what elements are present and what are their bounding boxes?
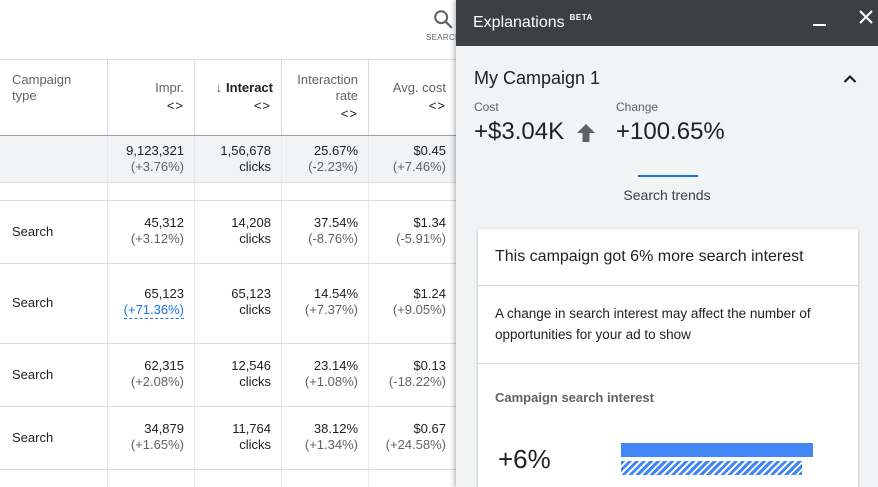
cost-value: +$3.04K xyxy=(474,118,565,145)
tab-search-trends[interactable]: Search trends xyxy=(456,168,878,218)
row-impr-value: 62,315 xyxy=(144,358,184,373)
row-cost-change: (-18.22%) xyxy=(388,374,446,389)
row-interactions-value: 12,546 xyxy=(231,358,271,373)
row-rate-value: 23.14% xyxy=(313,358,358,373)
row-rate-change: (+7.37%) xyxy=(304,302,358,317)
row-impr-value: 34,879 xyxy=(144,421,184,436)
header-interaction-rate[interactable]: Interaction rate <> xyxy=(281,60,368,135)
row-impr-change: (+3.12%) xyxy=(130,231,184,246)
total-rate-value: 25.67% xyxy=(313,143,358,158)
panel-header: Explanations BETA xyxy=(456,0,878,46)
chevron-up-icon[interactable] xyxy=(843,71,857,89)
header-rate-line1: Interaction xyxy=(297,72,358,87)
campaign-table-area: SEARCH Campaign type Impr. <> ↓Interact … xyxy=(0,8,456,487)
search-tool[interactable]: SEARCH xyxy=(426,8,456,42)
divider xyxy=(478,363,858,364)
sort-icon[interactable]: <> xyxy=(253,98,271,113)
table-bottom-strip xyxy=(0,470,456,487)
table-row[interactable]: Search 45,312 (+3.12%) 14,208 clicks 37.… xyxy=(0,201,456,264)
row-rate-change: (+1.34%) xyxy=(304,437,358,452)
header-impr-label: Impr. xyxy=(155,80,184,95)
campaign-name: My Campaign 1 xyxy=(474,68,601,88)
table-row[interactable]: Search 62,315 (+2.08%) 12,546 clicks 23.… xyxy=(0,344,456,407)
header-campaign-type-line2: type xyxy=(12,88,37,103)
row-impr-change-link[interactable]: (+71.36%) xyxy=(123,302,184,319)
sort-icon[interactable]: <> xyxy=(166,98,184,113)
header-interactions[interactable]: ↓ Interact <> xyxy=(194,60,281,135)
search-interest-card: This campaign got 6% more search interes… xyxy=(478,229,858,487)
card-subtitle: Campaign search interest xyxy=(495,390,654,405)
row-campaign-type: Search xyxy=(12,224,54,239)
row-rate-value: 14.54% xyxy=(313,286,358,301)
sort-desc-arrow-icon: ↓ xyxy=(215,80,223,95)
row-rate-value: 37.54% xyxy=(313,215,358,230)
row-rate-change: (+1.08%) xyxy=(304,374,358,389)
search-tool-label: SEARCH xyxy=(426,33,456,42)
table-header-row: Campaign type Impr. <> ↓ Interact <> Inte… xyxy=(0,59,456,137)
header-impr[interactable]: Impr. <> xyxy=(107,60,194,135)
minimize-icon[interactable] xyxy=(813,24,826,26)
tab-active-indicator xyxy=(638,175,698,177)
change-value: +100.65% xyxy=(616,118,725,145)
search-icon xyxy=(434,10,453,29)
row-campaign-type: Search xyxy=(12,295,54,310)
table-spacer-row xyxy=(0,183,456,201)
beta-badge: BETA xyxy=(569,13,593,22)
row-cost-value: $0.67 xyxy=(413,421,446,436)
row-cost-value: $0.13 xyxy=(413,358,446,373)
close-icon[interactable] xyxy=(858,9,874,30)
header-campaign-type[interactable]: Campaign type xyxy=(0,60,107,135)
card-description: A change in search interest may affect t… xyxy=(495,306,811,342)
total-interactions-value: 1,56,678 xyxy=(220,143,271,158)
row-cost-value: $1.34 xyxy=(413,215,446,230)
panel-title: Explanations xyxy=(473,14,565,31)
table-row[interactable]: Search 65,123 (+71.36%) 65,123 clicks 14… xyxy=(0,264,456,344)
total-cost-change: (+7.46%) xyxy=(392,159,446,174)
divider xyxy=(478,285,858,286)
row-interactions-unit: clicks xyxy=(239,302,271,317)
row-campaign-type: Search xyxy=(12,367,54,382)
row-impr-change: (+1.65%) xyxy=(130,437,184,452)
current-interest-bar xyxy=(621,443,813,457)
sort-icon[interactable]: <> xyxy=(428,98,446,113)
table-row[interactable]: Search 34,879 (+1.65%) 11,764 clicks 38.… xyxy=(0,407,456,470)
table-total-row: 9,123,321 (+3.76%) 1,56,678 clicks 25.67… xyxy=(0,136,456,183)
row-rate-value: 38.12% xyxy=(313,421,358,436)
row-impr-change: (+2.08%) xyxy=(130,374,184,389)
explanations-panel: Explanations BETA My Campaign 1 Cost +$3.… xyxy=(456,0,878,487)
header-avg-cost-label: Avg. cost xyxy=(392,80,446,95)
header-rate-line2: rate xyxy=(335,88,358,103)
total-impr-value: 9,123,321 xyxy=(126,143,184,158)
tab-search-trends-label: Search trends xyxy=(623,187,711,203)
total-cost-value: $0.45 xyxy=(413,143,446,158)
row-impr-value: 45,312 xyxy=(144,215,184,230)
total-interactions-unit: clicks xyxy=(239,159,271,174)
header-campaign-type-line1: Campaign xyxy=(12,72,72,87)
row-interactions-value: 14,208 xyxy=(231,215,271,230)
cost-label: Cost xyxy=(474,100,499,114)
row-cost-change: (+24.58%) xyxy=(385,437,446,452)
sort-icon[interactable]: <> xyxy=(340,106,358,121)
arrow-up-icon xyxy=(576,123,596,148)
previous-interest-bar xyxy=(621,461,802,475)
row-interactions-unit: clicks xyxy=(239,231,271,246)
change-label: Change xyxy=(616,100,659,114)
row-campaign-type: Search xyxy=(12,430,54,445)
campaign-summary: My Campaign 1 Cost +$3.04K Change +100.6… xyxy=(456,46,878,169)
row-impr-value: 65,123 xyxy=(144,286,184,301)
total-rate-change: (-2.23%) xyxy=(308,159,358,174)
row-cost-value: $1.24 xyxy=(413,286,446,301)
row-rate-change: (-8.76%) xyxy=(308,231,358,246)
row-interactions-unit: clicks xyxy=(239,437,271,452)
total-impr-change: (+3.76%) xyxy=(130,159,184,174)
header-interactions-label: Interact xyxy=(226,80,273,95)
header-avg-cost[interactable]: Avg. cost <> xyxy=(368,60,456,135)
row-cost-change: (-5.91%) xyxy=(396,231,446,246)
row-interactions-unit: clicks xyxy=(239,374,271,389)
row-interactions-value: 65,123 xyxy=(231,286,271,301)
row-interactions-value: 11,764 xyxy=(232,421,271,436)
row-cost-change: (+9.05%) xyxy=(392,302,446,317)
search-interest-value: +6% xyxy=(498,444,551,474)
card-title: This campaign got 6% more search interes… xyxy=(495,248,804,265)
